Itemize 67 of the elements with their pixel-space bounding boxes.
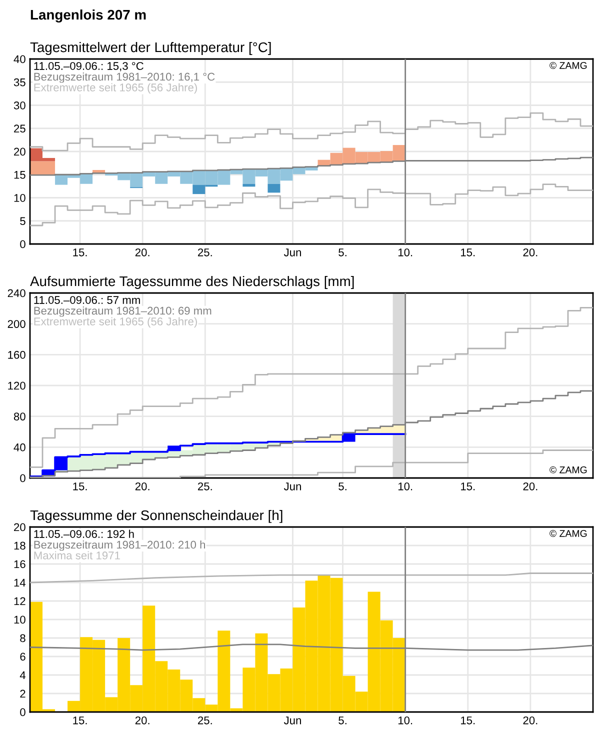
x-tick-label: 25. <box>198 482 212 490</box>
annotation: © ZAMG <box>550 466 587 474</box>
y-tick-label: 20 <box>14 523 26 532</box>
annotation: 11.05.–09.06.: 192 h <box>34 530 134 538</box>
y-tick-label: 20 <box>14 148 26 156</box>
y-tick-label: 18 <box>14 542 26 550</box>
annotation: Extremwerte seit 1965 (56 Jahre) <box>34 83 197 94</box>
x-tick-label: 5. <box>338 482 346 490</box>
annotation: © ZAMG <box>550 62 587 69</box>
x-tick-label: Jun <box>284 716 301 724</box>
y-tick-label: 0 <box>20 240 26 248</box>
x-tick-label: 10. <box>398 482 412 490</box>
y-tick-label: 40 <box>14 55 26 64</box>
annotation: Extremwerte seit 1965 (56 Jahre) <box>34 317 197 328</box>
x-tick-label: 10. <box>398 716 412 724</box>
chart-title: Tagessumme der Sonnenscheindauer [h] <box>30 510 282 523</box>
y-tick-label: 2 <box>20 690 26 698</box>
y-tick-label: 10 <box>14 616 26 624</box>
annotation: Bezugszeitraum 1981–2010: 69 mm <box>34 306 212 317</box>
y-tick-label: 120 <box>8 382 26 390</box>
x-tick-label: 15. <box>73 482 87 490</box>
y-tick-label: 15 <box>14 171 26 179</box>
y-tick-label: 40 <box>14 443 26 452</box>
y-tick-label: 25 <box>14 124 26 133</box>
y-tick-label: 240 <box>8 289 26 298</box>
x-tick-label: 5. <box>338 716 346 724</box>
x-tick-label: 20. <box>523 482 538 490</box>
chart-title: Langenlois 207 m <box>30 9 146 23</box>
annotation: Bezugszeitraum 1981–2010: 210 h <box>34 540 206 551</box>
y-tick-label: 6 <box>20 652 26 661</box>
annotation: Bezugszeitraum 1981–2010: 16,1 °C <box>34 72 215 83</box>
y-tick-label: 16 <box>14 560 26 568</box>
y-tick-label: 0 <box>20 708 26 716</box>
annotation: Maxima seit 1971 <box>34 551 120 560</box>
annotation: 11.05.–09.06.: 57 mm <box>34 296 140 304</box>
x-tick-label: 10. <box>398 248 412 256</box>
x-tick-label: 25. <box>198 716 212 724</box>
x-tick-label: 20. <box>135 248 150 256</box>
y-tick-label: 8 <box>20 634 26 642</box>
chart-subtitle: Tagesmittelwert der Lufttemperatur [°C] <box>30 42 271 55</box>
x-tick-label: 15. <box>73 248 87 256</box>
x-tick-label: 20. <box>523 248 538 256</box>
x-tick-label: 15. <box>461 482 475 490</box>
y-tick-label: 4 <box>20 671 26 680</box>
y-tick-label: 5 <box>20 217 26 226</box>
chart-title: Aufsummierte Tagessumme des Niederschlags [mm] <box>30 276 354 289</box>
annotation: 11.05.–09.06.: 15,3 °C <box>34 62 144 72</box>
y-tick-label: 80 <box>14 412 26 420</box>
x-tick-label: 20. <box>523 716 538 724</box>
y-tick-label: 160 <box>8 350 26 359</box>
y-tick-label: 0 <box>20 474 26 482</box>
x-tick-label: 5. <box>338 248 346 256</box>
x-tick-label: Jun <box>284 248 301 256</box>
x-tick-label: 20. <box>135 482 150 490</box>
x-tick-label: 15. <box>73 716 87 724</box>
x-tick-label: Jun <box>284 482 301 490</box>
y-tick-label: 200 <box>8 320 26 328</box>
y-tick-label: 30 <box>14 102 26 110</box>
x-tick-label: 15. <box>461 248 475 256</box>
x-tick-label: 25. <box>198 248 212 256</box>
annotation: © ZAMG <box>550 530 587 537</box>
y-tick-label: 12 <box>14 597 26 606</box>
y-tick-label: 35 <box>14 78 26 86</box>
x-tick-label: 15. <box>461 716 475 724</box>
y-tick-label: 14 <box>14 578 26 587</box>
x-tick-label: 20. <box>135 716 150 724</box>
y-tick-label: 10 <box>14 194 26 202</box>
